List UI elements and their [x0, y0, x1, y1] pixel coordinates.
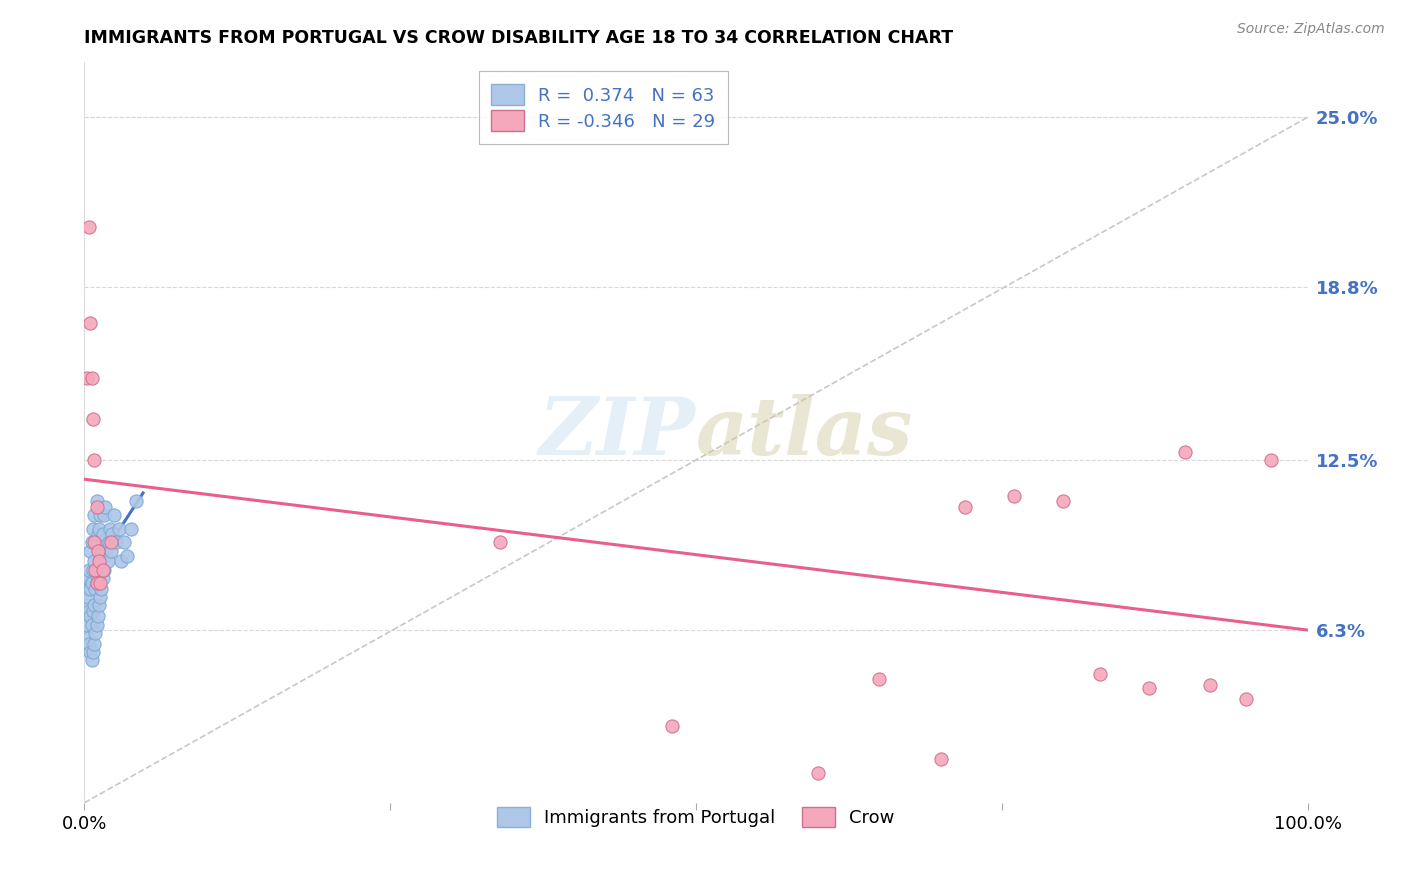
Point	[125, 494, 148, 508]
Point	[84, 625, 107, 640]
Point	[79, 316, 101, 330]
Point	[105, 535, 128, 549]
Point	[98, 522, 121, 536]
Point	[77, 563, 100, 577]
Point	[87, 527, 110, 541]
Point	[93, 508, 115, 522]
Point	[1137, 681, 1160, 695]
Point	[86, 535, 108, 549]
Point	[1260, 453, 1282, 467]
Point	[77, 632, 100, 646]
Point	[80, 371, 103, 385]
Point	[87, 609, 110, 624]
Legend: Immigrants from Portugal, Crow: Immigrants from Portugal, Crow	[486, 796, 905, 838]
Point	[489, 535, 512, 549]
Point	[76, 582, 98, 596]
Point	[94, 549, 117, 563]
Text: IMMIGRANTS FROM PORTUGAL VS CROW DISABILITY AGE 18 TO 34 CORRELATION CHART: IMMIGRANTS FROM PORTUGAL VS CROW DISABIL…	[84, 29, 953, 47]
Point	[1236, 691, 1258, 706]
Point	[77, 219, 100, 234]
Point	[115, 549, 138, 563]
Point	[86, 494, 108, 508]
Text: atlas: atlas	[696, 394, 914, 471]
Point	[1174, 445, 1197, 459]
Point	[929, 752, 952, 766]
Text: Source: ZipAtlas.com: Source: ZipAtlas.com	[1237, 22, 1385, 37]
Point	[101, 527, 124, 541]
Point	[96, 543, 118, 558]
Point	[77, 637, 100, 651]
Point	[100, 543, 122, 558]
Point	[97, 535, 120, 549]
Point	[89, 508, 111, 522]
Point	[86, 500, 108, 514]
Point	[110, 554, 132, 568]
Point	[82, 604, 104, 618]
Point	[94, 500, 117, 514]
Point	[79, 645, 101, 659]
Point	[869, 673, 891, 687]
Point	[83, 508, 105, 522]
Point	[107, 522, 129, 536]
Point	[1198, 678, 1220, 692]
Point	[91, 527, 114, 541]
Point	[90, 582, 112, 596]
Point	[76, 617, 98, 632]
Point	[82, 412, 104, 426]
Point	[80, 576, 103, 591]
Point	[93, 563, 115, 577]
Point	[80, 653, 103, 667]
Text: ZIP: ZIP	[538, 394, 696, 471]
Point	[103, 508, 125, 522]
Point	[89, 554, 111, 568]
Point	[89, 576, 111, 591]
Point	[83, 453, 105, 467]
Point	[79, 543, 101, 558]
Point	[77, 571, 100, 585]
Point	[86, 617, 108, 632]
Point	[807, 765, 830, 780]
Point	[1088, 667, 1111, 681]
Point	[82, 563, 104, 577]
Point	[79, 609, 101, 624]
Point	[84, 563, 107, 577]
Point	[87, 599, 110, 613]
Point	[1002, 489, 1025, 503]
Point	[661, 719, 683, 733]
Point	[100, 535, 122, 549]
Point	[90, 543, 112, 558]
Point	[87, 554, 110, 568]
Point	[83, 637, 105, 651]
Point	[120, 522, 142, 536]
Point	[112, 535, 135, 549]
Point	[84, 535, 107, 549]
Point	[77, 590, 100, 604]
Point	[84, 582, 107, 596]
Point	[86, 576, 108, 591]
Point	[83, 599, 105, 613]
Point	[83, 535, 105, 549]
Point	[87, 522, 110, 536]
Point	[1052, 494, 1074, 508]
Point	[79, 582, 101, 596]
Point	[76, 371, 98, 385]
Point	[97, 554, 120, 568]
Point	[80, 617, 103, 632]
Point	[82, 645, 104, 659]
Point	[75, 599, 97, 613]
Point	[83, 554, 105, 568]
Point	[87, 563, 110, 577]
Point	[91, 563, 114, 577]
Point	[82, 522, 104, 536]
Point	[86, 576, 108, 591]
Point	[953, 500, 976, 514]
Point	[91, 571, 114, 585]
Point	[80, 535, 103, 549]
Point	[89, 590, 111, 604]
Point	[77, 604, 100, 618]
Point	[87, 571, 110, 585]
Point	[87, 543, 110, 558]
